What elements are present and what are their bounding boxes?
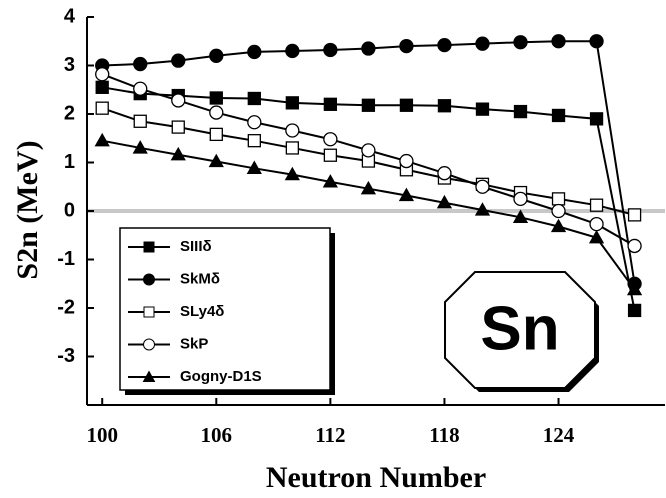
data-point bbox=[285, 43, 300, 59]
data-point bbox=[589, 112, 604, 126]
data-point bbox=[246, 160, 262, 174]
data-point bbox=[208, 153, 224, 168]
data-point bbox=[133, 56, 148, 72]
data-point bbox=[399, 98, 414, 112]
data-point bbox=[171, 93, 186, 108]
y-tick-label: 3 bbox=[64, 54, 75, 76]
legend-label: SIIIδ bbox=[180, 238, 212, 255]
y-axis-label: S2n (MeV) bbox=[11, 140, 44, 279]
data-point bbox=[589, 216, 604, 232]
data-point bbox=[247, 134, 261, 148]
legend-label: Gogny-D1S bbox=[180, 368, 262, 385]
data-point bbox=[512, 209, 529, 223]
y-tick-label: 4 bbox=[64, 5, 76, 27]
legend-marker bbox=[143, 241, 155, 253]
data-point bbox=[588, 229, 605, 244]
data-point bbox=[627, 303, 642, 318]
y-tick-label: 2 bbox=[64, 102, 75, 124]
data-point bbox=[94, 132, 110, 147]
data-point bbox=[247, 91, 261, 106]
data-point bbox=[551, 34, 566, 49]
legend-marker bbox=[143, 338, 155, 351]
data-point bbox=[285, 141, 299, 155]
data-point bbox=[170, 146, 186, 161]
data-point bbox=[437, 37, 452, 53]
data-point bbox=[513, 104, 528, 119]
data-point bbox=[513, 191, 528, 207]
data-point bbox=[247, 44, 262, 60]
data-point bbox=[436, 194, 453, 209]
legend-label: SLy4δ bbox=[180, 303, 224, 320]
data-point bbox=[132, 140, 148, 154]
data-point bbox=[474, 202, 491, 216]
y-tick-label: -2 bbox=[57, 296, 75, 318]
data-point bbox=[361, 98, 376, 112]
data-point bbox=[513, 35, 528, 50]
y-tick-label: 1 bbox=[64, 151, 75, 173]
data-point bbox=[437, 166, 452, 181]
data-point bbox=[323, 97, 338, 111]
x-tick-label: 106 bbox=[201, 423, 233, 447]
legend-marker bbox=[142, 370, 156, 382]
data-point bbox=[171, 53, 186, 68]
data-point bbox=[209, 48, 224, 63]
x-axis-label: Neutron Number bbox=[266, 461, 486, 494]
data-point bbox=[589, 198, 604, 212]
data-point bbox=[209, 91, 223, 105]
data-point bbox=[209, 127, 223, 142]
x-tick-label: 124 bbox=[543, 423, 575, 447]
x-tick-label: 118 bbox=[429, 423, 459, 447]
data-point bbox=[360, 180, 377, 195]
data-point bbox=[95, 67, 110, 82]
data-point bbox=[95, 101, 109, 115]
data-point bbox=[475, 36, 490, 51]
data-point bbox=[133, 114, 147, 128]
data-point bbox=[361, 143, 376, 158]
data-point bbox=[437, 99, 452, 113]
data-point bbox=[626, 281, 643, 296]
data-point bbox=[171, 120, 185, 134]
annotation: Sn bbox=[480, 294, 559, 363]
data-point bbox=[399, 38, 414, 54]
y-tick-label: -3 bbox=[57, 345, 75, 367]
data-point bbox=[551, 203, 566, 219]
data-point bbox=[550, 218, 567, 233]
data-point bbox=[209, 105, 224, 120]
data-point bbox=[361, 41, 376, 56]
data-point bbox=[627, 208, 642, 222]
data-point bbox=[95, 80, 109, 94]
data-point bbox=[285, 96, 299, 110]
data-point bbox=[285, 123, 300, 138]
x-tick-label: 100 bbox=[86, 423, 118, 447]
data-point bbox=[551, 192, 566, 206]
data-point bbox=[627, 238, 642, 254]
data-point bbox=[323, 42, 338, 58]
data-point bbox=[323, 148, 338, 162]
data-point bbox=[398, 187, 415, 202]
annotation-box bbox=[444, 271, 596, 389]
data-point bbox=[475, 102, 490, 116]
y-tick-label: 0 bbox=[64, 199, 75, 221]
legend-marker bbox=[143, 306, 155, 318]
data-point bbox=[399, 153, 414, 169]
legend-marker bbox=[143, 273, 155, 286]
legend-label: SkMδ bbox=[180, 270, 220, 287]
data-point bbox=[551, 108, 566, 123]
data-point bbox=[475, 179, 490, 194]
data-point bbox=[247, 115, 262, 130]
data-point bbox=[589, 34, 604, 49]
data-point bbox=[133, 81, 148, 96]
legend-label: SkP bbox=[180, 335, 208, 352]
x-tick-label: 112 bbox=[315, 423, 345, 447]
y-tick-label: -1 bbox=[57, 248, 75, 270]
data-point bbox=[284, 166, 300, 181]
data-point bbox=[322, 174, 338, 188]
data-point bbox=[323, 132, 338, 147]
legend bbox=[119, 227, 331, 391]
